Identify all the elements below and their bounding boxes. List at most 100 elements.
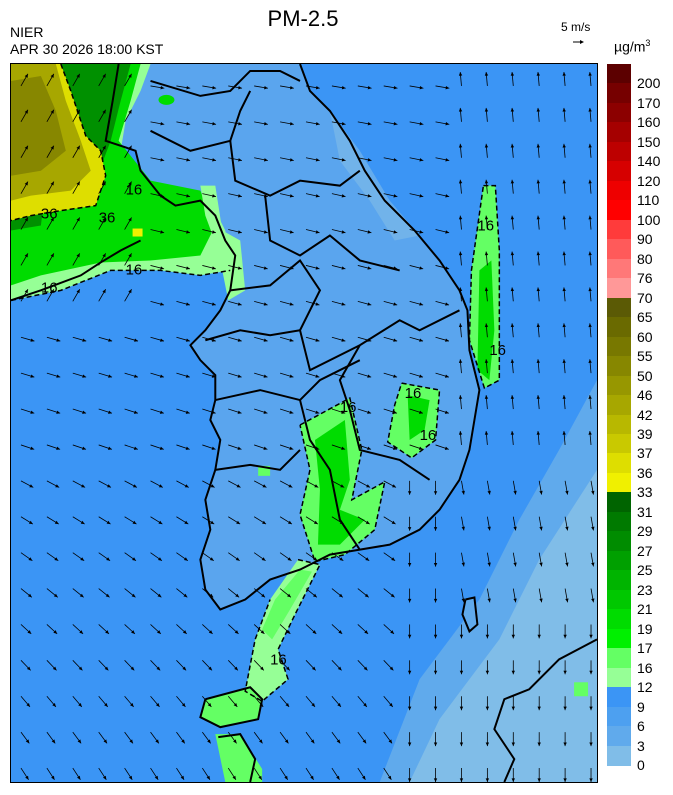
wind-arrow-head (315, 374, 320, 378)
wind-arrow-head (258, 775, 262, 780)
wind-arrow-head (407, 742, 412, 747)
wind-arrow-head (50, 289, 54, 294)
wind-arrow-head (563, 670, 567, 675)
wind-arrow-head (287, 593, 291, 598)
wind-arrow-head (336, 739, 341, 744)
colorbar-segment (607, 141, 631, 162)
wind-arrow-head (312, 630, 317, 634)
wind-arrow-head (459, 670, 464, 675)
colorbar-segment (607, 609, 631, 630)
wind-arrow-head (24, 289, 28, 294)
wind-arrow-head (588, 107, 592, 112)
contour-label: 16 (126, 182, 143, 199)
wind-arrow-head (387, 775, 392, 780)
wind-arrow-head (461, 526, 465, 531)
wind-arrow-head (315, 194, 320, 198)
wind-arrow-head (315, 302, 320, 306)
wind-arrow-head (261, 593, 266, 598)
wind-arrow-head (212, 230, 216, 234)
wind-arrow-head (77, 739, 82, 744)
colorbar-label: 25 (637, 562, 653, 579)
wind-arrow-head (159, 446, 164, 450)
wind-arrow-head (238, 194, 242, 198)
wind-arrow-head (289, 122, 294, 126)
contour-label: 16 (405, 385, 422, 402)
wind-arrow-head (563, 778, 567, 782)
wind-arrow-head (407, 527, 412, 531)
colorbar-label: 46 (637, 387, 653, 404)
wind-arrow-head (315, 122, 320, 126)
wind-arrow-head (312, 593, 317, 598)
wind-arrow-head (444, 446, 449, 450)
wind-arrow-head (459, 778, 464, 782)
wind-arrow-head (536, 143, 540, 148)
wind-arrow-head (562, 251, 566, 256)
wind-arrow-head (76, 73, 80, 78)
wind-arrow-head (260, 666, 264, 671)
colorbar-segment (607, 258, 631, 279)
wind-arrow-head (211, 446, 216, 450)
colorbar-label: 23 (637, 581, 653, 598)
wind-arrow-head (393, 338, 398, 342)
wind-arrow-head (289, 85, 294, 90)
wind-arrow-head (159, 374, 164, 378)
wind-arrow-head (510, 251, 515, 256)
wind-arrow-head (232, 775, 236, 780)
wind-arrow-head (102, 145, 106, 150)
wind-arrow-head (26, 666, 31, 671)
wind-arrow-head (30, 446, 35, 450)
wind-arrow-head (458, 215, 463, 220)
colorbar-segment (607, 745, 631, 766)
colorbar-segment (607, 511, 631, 532)
wind-arrow-head (76, 253, 80, 258)
wind-arrow-head (287, 520, 292, 525)
wind-arrow-head (458, 107, 463, 112)
wind-arrow-head (444, 410, 449, 414)
wind-arrow-head (563, 742, 567, 747)
wind-arrow-head (562, 72, 566, 76)
wind-arrow-head (79, 630, 84, 634)
wind-arrow-head (186, 85, 191, 90)
wind-arrow-head (77, 775, 81, 780)
colorbar-segment (607, 336, 631, 357)
wind-arrow-head (50, 73, 54, 78)
wind-arrow-head (419, 374, 423, 378)
wind-arrow-head (108, 374, 113, 378)
colorbar-label: 80 (637, 250, 653, 267)
wind-arrow-head (313, 520, 318, 525)
wind-arrow-head (286, 630, 291, 634)
wind-arrow-head (536, 323, 540, 328)
wind-arrow-head (289, 194, 294, 198)
wind-arrow-head (418, 446, 423, 450)
wind-arrow-head (536, 215, 540, 220)
colorbar-label: 19 (637, 620, 653, 637)
wind-arrow-head (589, 670, 593, 675)
wind-arrow-head (263, 194, 268, 198)
wind-arrow-head (24, 217, 28, 222)
wind-arrow-head (207, 739, 211, 744)
wind-arrow-head (393, 85, 398, 90)
wind-arrow-head (393, 302, 398, 306)
wind-arrow-head (238, 122, 242, 126)
wind-arrow-head (289, 374, 294, 378)
unit-exponent: 3 (645, 38, 651, 48)
wind-arrow-head (104, 666, 109, 671)
wind-arrow-head (160, 158, 165, 162)
wind-arrow-head (157, 630, 161, 634)
wind-arrow-head (315, 410, 320, 414)
wind-arrow-head (565, 490, 569, 495)
colorbar-label: 140 (637, 153, 661, 170)
wind-arrow-head (341, 122, 346, 126)
colorbar-segment (607, 102, 631, 123)
wind-arrow-head (458, 72, 463, 76)
island-coast (218, 733, 257, 782)
wind-arrow-head (102, 775, 107, 780)
wind-arrow-head (487, 490, 491, 495)
wind-arrow-head (393, 122, 398, 126)
wind-arrow-head (407, 598, 412, 603)
wind-arrow-head (392, 446, 397, 450)
wind-arrow-head (211, 410, 216, 414)
wind-arrow-head (485, 634, 490, 639)
wind-arrow-head (337, 666, 342, 671)
pm25-map: 16 16 16 16 16 16 16 16 36 36 16 (10, 63, 598, 783)
